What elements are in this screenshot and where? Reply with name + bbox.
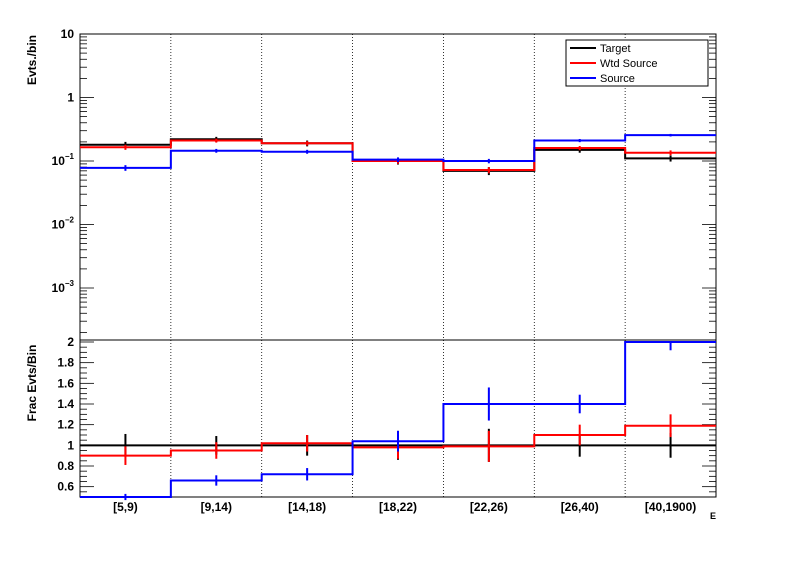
legend-entry: Source (600, 73, 635, 85)
top-y-tick-label: 10−1 (52, 152, 75, 168)
bottom-y-tick-label: 1.2 (57, 418, 74, 432)
bottom-y-tick-label: 1.6 (57, 376, 74, 390)
bottom-y-tick-label: 0.6 (57, 480, 74, 494)
top-y-tick-label: 10 (61, 27, 75, 41)
legend-entry: Wtd Source (600, 58, 657, 70)
top-y-tick-exponent: −2 (65, 216, 75, 225)
x-category-label: [26,40) (561, 500, 599, 514)
top-y-tick-exponent: −3 (65, 279, 75, 288)
bottom-y-tick-label: 2 (67, 335, 74, 349)
x-category-label: [14,18) (288, 500, 326, 514)
x-axis-label: E (710, 511, 716, 521)
top-y-axis-label: Evts./bin (25, 35, 39, 85)
top-y-tick-label: 10−3 (52, 279, 75, 295)
bottom-y-tick-label: 1.4 (57, 397, 74, 411)
bottom-y-tick-label: 0.8 (57, 459, 74, 473)
legend-entry: Target (600, 43, 631, 55)
bottom-y-axis-label: Frac Evts/Bin (25, 345, 39, 422)
x-category-label: [9,14) (201, 500, 232, 514)
top-y-tick-label: 10−2 (52, 216, 75, 232)
bottom-series-source (80, 341, 716, 498)
top-y-tick-exponent: −1 (65, 152, 75, 161)
bottom-y-tick-label: 1 (67, 438, 74, 452)
bottom-panel (79, 339, 717, 501)
x-category-label: [18,22) (379, 500, 417, 514)
top-y-tick-label: 1 (67, 91, 74, 105)
labels: 10 1 10−1 10−2 10−3 0.6 0.8 1 1.2 1.4 1.6 1.8 2 [5,9)… (25, 27, 716, 521)
top-series-wtd-source (80, 139, 716, 172)
top-series-target (80, 138, 716, 172)
top-panel (79, 33, 717, 341)
bottom-y-tick-label: 1.8 (57, 356, 74, 370)
x-category-label: [40,1900) (645, 500, 696, 514)
legend: Target Wtd Source Source (565, 39, 709, 87)
x-category-label: [22,26) (470, 500, 508, 514)
x-category-label: [5,9) (113, 500, 138, 514)
bottom-frame (79, 339, 717, 498)
